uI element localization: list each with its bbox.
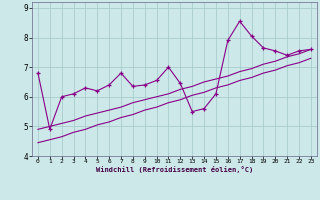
X-axis label: Windchill (Refroidissement éolien,°C): Windchill (Refroidissement éolien,°C) (96, 166, 253, 173)
